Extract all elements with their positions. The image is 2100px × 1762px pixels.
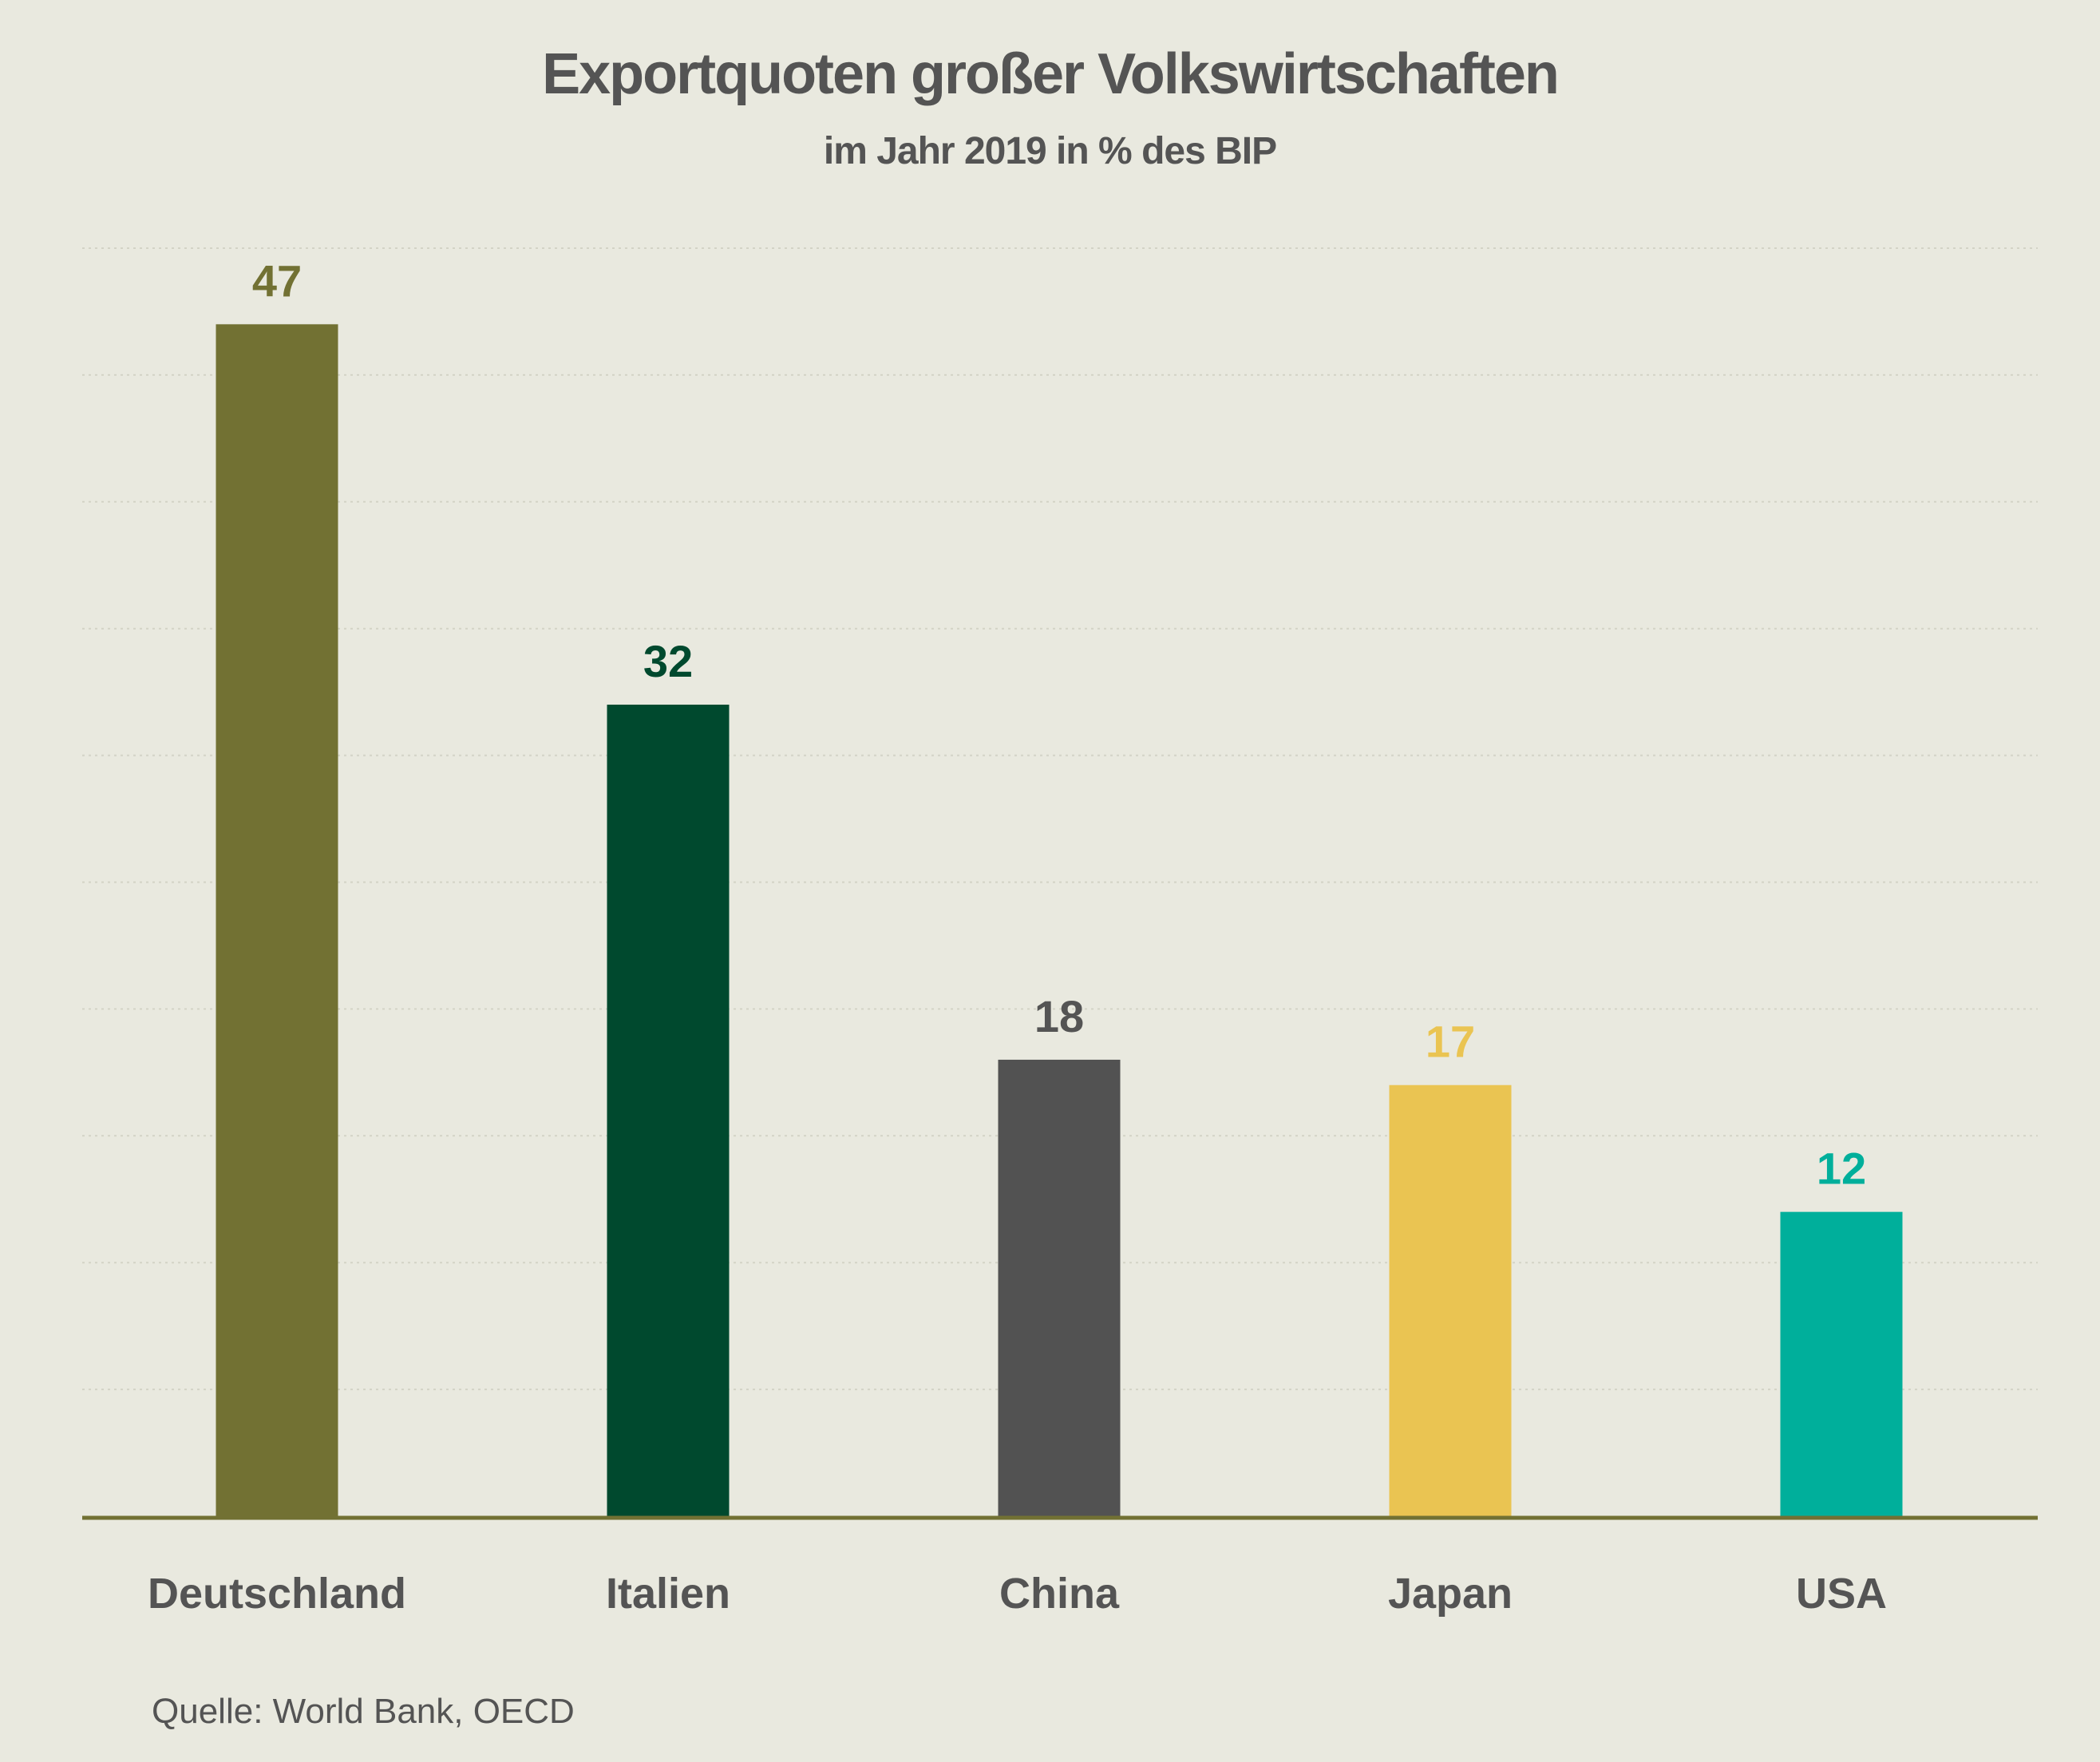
category-label-italien: Italien [606, 1570, 730, 1618]
category-label-deutschland: Deutschland [148, 1570, 406, 1618]
category-labels: Deutschland Italien China Japan USA [148, 1570, 1887, 1618]
source-note: Quelle: World Bank, OECD [152, 1692, 575, 1731]
bar-deutschland [216, 324, 338, 1517]
chart-subtitle: im Jahr 2019 in % des BIP [823, 130, 1277, 172]
bar-japan [1389, 1084, 1512, 1516]
chart-title: Exportquoten großer Volkswirtschaften [542, 42, 1560, 106]
category-label-usa: USA [1796, 1570, 1887, 1618]
bars [216, 324, 1903, 1517]
value-labels: 47 32 18 17 12 [252, 255, 1866, 1193]
value-label-japan: 17 [1426, 1017, 1475, 1067]
value-label-china: 18 [1034, 991, 1084, 1041]
category-label-china: China [999, 1570, 1120, 1618]
value-label-italien: 32 [643, 636, 693, 686]
bar-china [998, 1059, 1121, 1516]
category-label-japan: Japan [1388, 1570, 1513, 1618]
bar-italien [607, 705, 730, 1516]
bar-usa [1780, 1211, 1903, 1516]
value-label-usa: 12 [1817, 1144, 1866, 1194]
value-label-deutschland: 47 [252, 255, 302, 306]
